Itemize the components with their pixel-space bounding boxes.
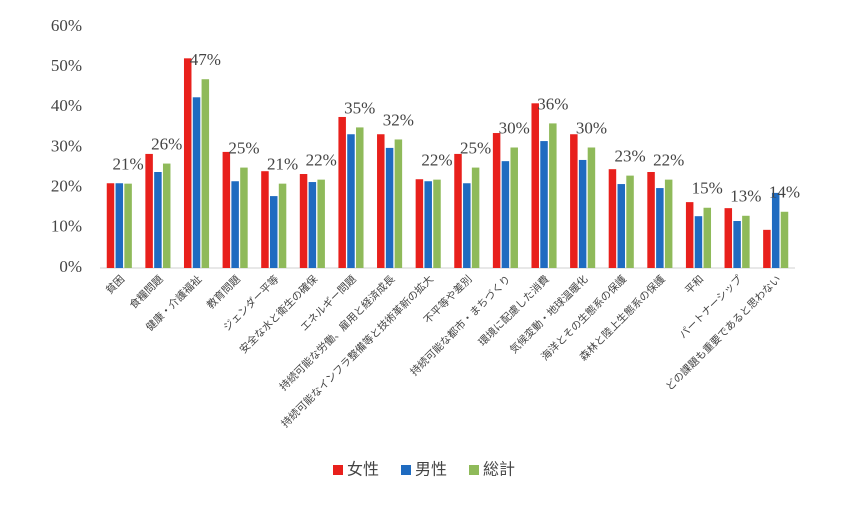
bar [531,103,539,268]
legend-label: 男性 [415,461,447,479]
bar [626,175,634,268]
bar [394,139,403,268]
x-tick-label: 食糧問題 [127,272,166,311]
bar [347,134,355,268]
legend-swatch [333,465,343,475]
bar [549,123,557,269]
data-label: 25% [228,138,259,157]
x-tick-label: 貧困 [103,273,127,297]
bar [377,134,385,268]
x-tick-label: 安全な水と衛生の確保 [237,272,321,356]
data-label: 21% [113,155,144,174]
bar [501,161,510,268]
legend-label: 女性 [347,460,379,479]
bar [433,179,441,268]
data-label: 22% [306,151,337,170]
data-label: 35% [344,98,375,117]
bar [608,169,617,268]
data-label: 25% [460,138,491,157]
bar [463,183,471,268]
bar [540,141,548,268]
bar [124,183,132,268]
bar [742,215,750,268]
bar [240,167,248,268]
y-tick-label: 40% [51,96,82,115]
bar [587,147,596,268]
bar [578,159,587,268]
y-tick-label: 30% [51,136,82,155]
bar [231,181,239,268]
bar [415,179,424,268]
bar [771,192,780,268]
bar [780,211,789,268]
x-tick-label: パートナーシップ [677,273,745,341]
data-label: 36% [537,94,568,113]
x-tick-label: 教育問題 [204,272,243,311]
bar [299,174,308,268]
data-label: 14% [769,183,800,202]
bar [106,183,115,268]
bar [201,79,210,268]
data-label: 13% [730,187,761,206]
bar [471,167,480,268]
bar [685,202,694,268]
bar [656,188,664,268]
legend-swatch [469,465,479,475]
legend-swatch [401,465,411,475]
data-label: 47% [190,50,221,69]
data-label: 22% [653,151,684,170]
y-tick-label: 50% [51,56,82,75]
bar [338,116,346,269]
y-tick-label: 20% [51,177,82,196]
bar [733,221,741,268]
y-tick-label: 10% [51,217,82,236]
bar [317,179,325,268]
data-label: 26% [151,134,182,153]
data-label: 15% [692,179,723,198]
bar [356,127,364,269]
y-tick-label: 0% [59,257,82,276]
bar [703,207,712,268]
data-label: 32% [383,110,414,129]
bar [492,133,501,268]
bar [145,153,153,268]
bar [115,183,124,268]
bar [647,172,655,268]
bar [162,163,171,268]
data-label: 23% [614,147,645,166]
bar [510,147,518,268]
bar [308,182,317,268]
y-tick-label: 60% [51,16,82,35]
bar [763,229,771,268]
bar [261,171,269,268]
bar [278,183,287,268]
bar [154,172,162,268]
data-label: 22% [421,151,452,170]
data-label: 21% [267,155,298,174]
bar [454,153,462,268]
legend-label: 総計 [483,461,515,479]
bar [664,179,673,268]
x-tick-label: 気候変動・地球温暖化 [507,272,591,356]
data-label: 30% [576,118,607,137]
bar [192,97,201,269]
bar [270,196,278,268]
bar [183,58,192,268]
bar [424,181,432,268]
bar [222,151,231,268]
bar [570,134,578,268]
bar [694,216,703,268]
bar [724,208,733,268]
x-tick-label: 平和 [683,273,706,296]
bar [617,184,625,268]
x-tick-label: 環境に配慮した消費 [476,273,552,349]
bar [385,147,394,268]
data-label: 30% [499,118,530,137]
